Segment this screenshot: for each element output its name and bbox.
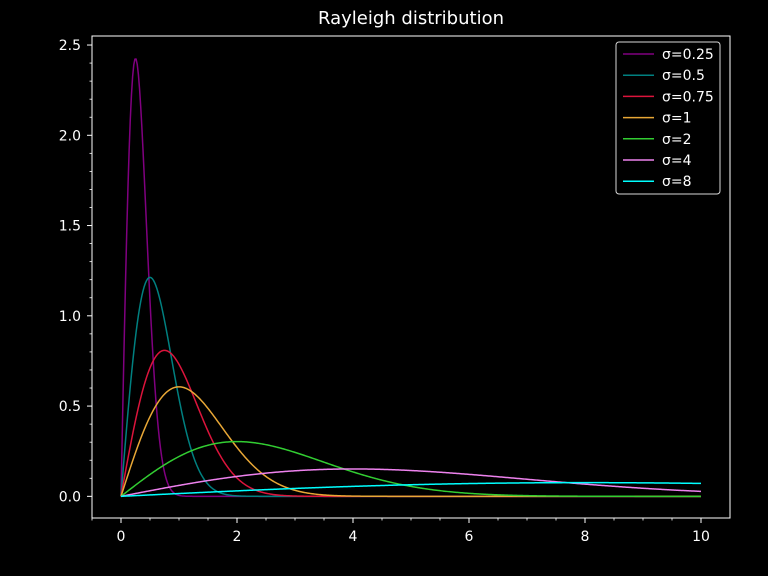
y-tick-label: 2.0 — [59, 128, 81, 144]
x-tick-label: 0 — [117, 529, 126, 545]
x-tick-label: 6 — [465, 529, 474, 545]
y-tick-label: 0.5 — [59, 399, 81, 415]
series-line-5 — [120, 468, 702, 498]
series-layer — [120, 58, 702, 498]
y-tick-label: 1.0 — [59, 309, 81, 325]
legend-label: σ=8 — [662, 174, 692, 190]
x-tick-label: 2 — [233, 529, 242, 545]
legend-label: σ=0.25 — [662, 47, 714, 63]
legend-box — [615, 41, 721, 195]
legend-items: σ=0.25 σ=0.5 σ=0.75 σ=1 σ=2 σ=4 σ=8 — [623, 47, 714, 190]
series-line-4 — [120, 440, 701, 498]
y-tick-label: 2.5 — [59, 38, 81, 54]
legend: σ=0.25 σ=0.5 σ=0.75 σ=1 σ=2 σ=4 σ=8 — [615, 41, 721, 195]
x-axis-ticks: 0 2 4 6 8 10 — [91, 518, 710, 545]
legend-label: σ=2 — [662, 132, 692, 148]
legend-label: σ=4 — [662, 153, 692, 169]
chart-title: Rayleigh distribution — [318, 8, 504, 29]
y-tick-label: 0.0 — [59, 489, 81, 505]
legend-label: σ=0.75 — [662, 89, 714, 105]
y-tick-label: 1.5 — [59, 219, 81, 235]
x-tick-label: 4 — [349, 529, 358, 545]
y-axis-ticks: 0.0 0.5 1.0 1.5 2.0 2.5 — [59, 38, 92, 505]
x-tick-label: 8 — [581, 529, 590, 545]
series-line-6 — [120, 481, 702, 498]
legend-label: σ=1 — [662, 111, 692, 127]
legend-label: σ=0.5 — [662, 68, 705, 84]
x-tick-label: 10 — [692, 529, 710, 545]
